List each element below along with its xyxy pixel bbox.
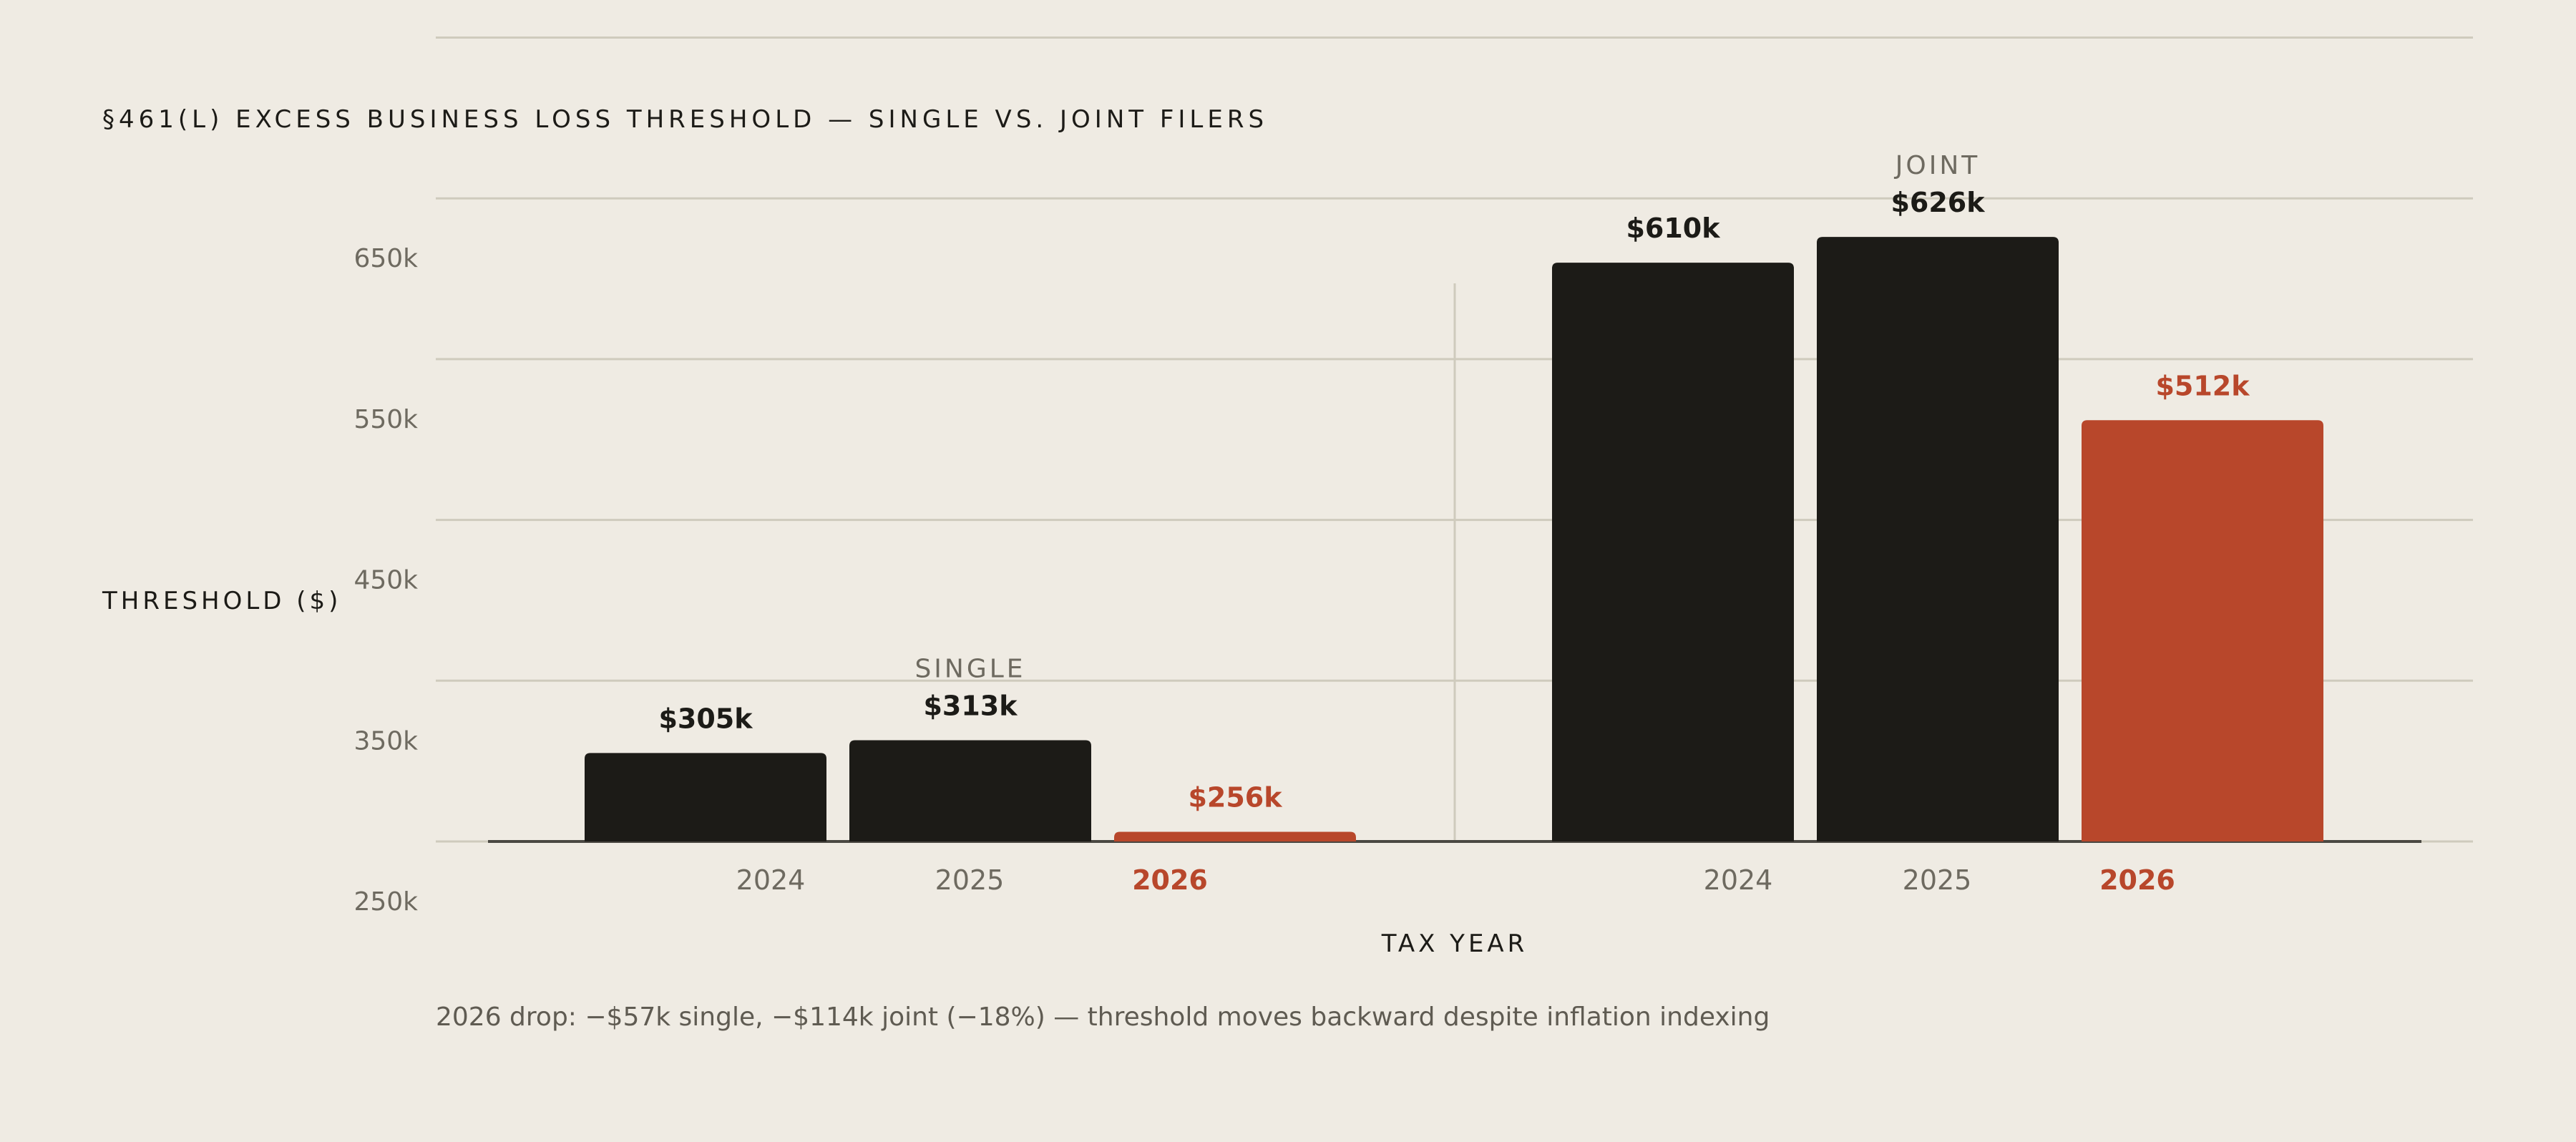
y-tick-label: 550k (353, 405, 418, 434)
y-tick-label: 650k (353, 244, 418, 273)
chart-title: §461(L) EXCESS BUSINESS LOSS THRESHOLD —… (102, 105, 1268, 134)
x-tick-labels: 2024 2025 2026 2024 2025 2026 (736, 864, 2175, 896)
chart-note: 2026 drop: −$57k single, −$114k joint (−… (436, 1002, 1770, 1032)
y-tick-label: 250k (353, 887, 418, 917)
y-axis-label: THRESHOLD ($) (102, 587, 341, 615)
bar-joint-2026 (2082, 420, 2323, 841)
data-label: $305k (658, 703, 753, 734)
x-tick-label: 2026 (2099, 864, 2175, 896)
group-label: SINGLE (914, 654, 1025, 683)
bar-single-2024 (585, 753, 826, 841)
data-label: $626k (1890, 187, 1985, 218)
data-label: $610k (1626, 213, 1720, 244)
x-tick-label: 2024 (1704, 864, 1773, 896)
x-tick-label: 2024 (736, 864, 806, 896)
x-tick-label: 2025 (935, 864, 1005, 896)
x-axis-label: TAX YEAR (1381, 929, 1528, 958)
y-tick-label: 450k (353, 566, 418, 595)
data-label: $512k (2155, 370, 2250, 401)
bar-joint-2025 (1817, 237, 2059, 841)
group-label: JOINT (1894, 151, 1981, 180)
data-label: $313k (923, 690, 1018, 721)
data-label: $256k (1188, 782, 1282, 814)
bar-single-2026 (1114, 831, 1356, 841)
y-tick-label: 350k (353, 726, 418, 756)
bar-joint-2024 (1552, 263, 1794, 842)
data-labels: $305k $313k $256k SINGLE $610k $626k $512k JOIN… (658, 151, 2250, 813)
x-tick-label: 2026 (1132, 864, 1208, 896)
bars (585, 237, 2323, 842)
bar-single-2025 (849, 740, 1091, 841)
x-tick-label: 2025 (1903, 864, 1972, 896)
y-tick-labels: 250k 350k 450k 550k 650k (353, 244, 418, 917)
